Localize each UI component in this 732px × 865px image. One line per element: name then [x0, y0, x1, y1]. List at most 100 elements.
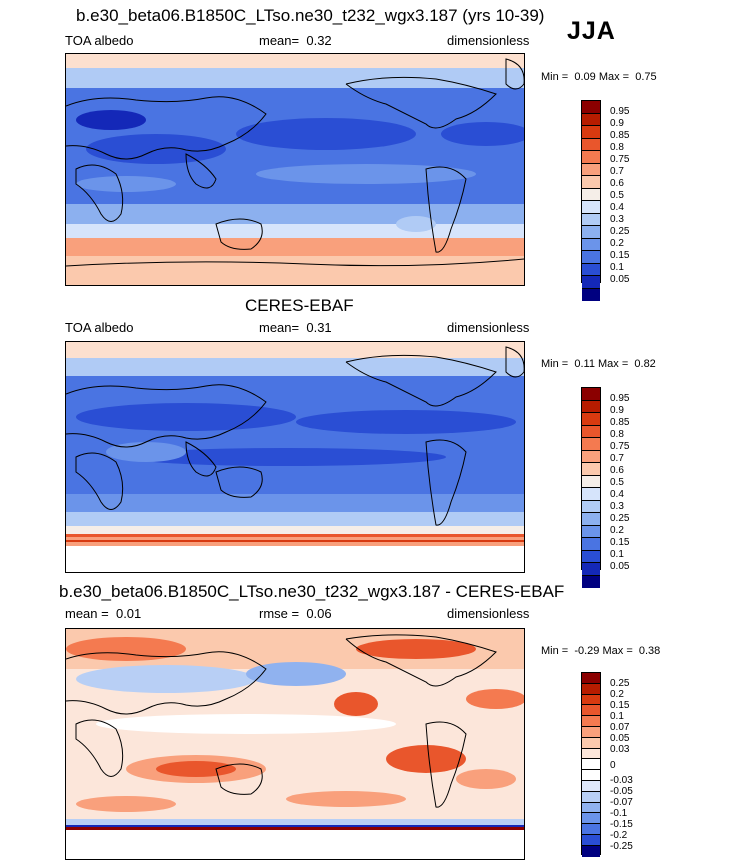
panel3-colorbar-swatch [582, 748, 600, 760]
panel3-colorbar-swatch [582, 726, 600, 738]
panel3-colorbar-tick: -0.07 [610, 797, 633, 808]
panel2-colorbar-tick: 0.15 [610, 537, 630, 548]
panel1-colorbar-swatch [582, 288, 600, 301]
panel1-colorbar-tick: 0.8 [610, 142, 624, 153]
panel2-colorbar-tick: 0.1 [610, 549, 624, 560]
panel1-map [65, 53, 525, 286]
panel3-units: dimensionless [447, 606, 530, 621]
panel3-colorbar-tick: 0.15 [610, 700, 630, 711]
panel3-min-value: -0.29 [574, 645, 600, 657]
panel3-colorbar [581, 672, 601, 857]
panel1-colorbar-swatch [582, 276, 600, 289]
panel1-colorbar-tick: 0.2 [610, 238, 624, 249]
panel1-colorbar-tick: 0.5 [610, 190, 624, 201]
panel1-colorbar [581, 100, 601, 301]
panel1-colorbar-tick: 0.95 [610, 106, 630, 117]
panel1-colorbar-tick: 0.4 [610, 202, 624, 213]
panel2-min-value: 0.11 [574, 358, 595, 370]
season-label: JJA [567, 17, 616, 45]
panel1-colorbar-swatch [582, 238, 600, 251]
panel2-min-label: Min = [541, 358, 569, 370]
panel2-colorbar-tick: 0.6 [610, 465, 624, 476]
panel3-colorbar-swatch [582, 737, 600, 749]
panel3-colorbar-swatch [582, 705, 600, 717]
panel1-colorbar-swatch [582, 113, 600, 126]
panel3-colorbar-swatch [582, 759, 600, 771]
panel3-colorbar-tick: -0.1 [610, 808, 628, 819]
panel3-max-label: Max = [602, 645, 633, 657]
panel2-colorbar-tick: 0.85 [610, 417, 630, 428]
panel2-colorbar-swatch [582, 463, 600, 476]
panel3-colorbar-tick: -0.2 [610, 830, 628, 841]
panel1-mean-value: 0.32 [306, 33, 332, 48]
panel2-colorbar-swatch [582, 438, 600, 451]
panel3-colorbar-swatch [582, 780, 600, 792]
panel3-colorbar-swatch [582, 845, 600, 857]
panel1-colorbar-swatch [582, 213, 600, 226]
panel1-colorbar-swatch [582, 138, 600, 151]
panel2-map [65, 341, 525, 573]
panel3-title: b.e30_beta06.B1850C_LTso.ne30_t232_wgx3.… [59, 582, 565, 601]
panel3-colorbar-swatch [582, 673, 600, 684]
panel1-colorbar-swatch [582, 126, 600, 139]
panel3-mean: mean = 0.01 [65, 606, 141, 621]
panel2-colorbar [581, 387, 601, 588]
panel2-max-label: Max = [598, 358, 629, 370]
panel2-colorbar-tick: 0.2 [610, 525, 624, 536]
panel2-mean-label: mean= [259, 320, 300, 335]
panel2-variable-label: TOA albedo [65, 320, 134, 335]
panel3-colorbar-tick: 0 [610, 760, 616, 771]
panel1-title: b.e30_beta06.B1850C_LTso.ne30_t232_wgx3.… [76, 6, 545, 25]
panel1-colorbar-swatch [582, 201, 600, 214]
panel1-colorbar-tick: 0.1 [610, 262, 624, 273]
panel3-colorbar-tick: -0.15 [610, 819, 633, 830]
panel2-colorbar-swatch [582, 388, 600, 401]
panel1-colorbar-tick: 0.9 [610, 118, 624, 129]
panel1-minmax: Min = 0.09 Max = 0.75 [541, 71, 657, 83]
panel2-colorbar-swatch [582, 538, 600, 551]
panel1-colorbar-swatch [582, 101, 600, 114]
panel3-max-value: 0.38 [638, 645, 661, 657]
panel1-colorbar-swatch [582, 163, 600, 176]
panel3-colorbar-swatch [582, 834, 600, 846]
panel2-colorbar-swatch [582, 550, 600, 563]
panel1-mean: mean= 0.32 [259, 33, 332, 48]
panel1-colorbar-swatch [582, 226, 600, 239]
panel2-colorbar-tick: 0.05 [610, 561, 630, 572]
panel3-colorbar-swatch [582, 791, 600, 803]
panel3-rmse: rmse = 0.06 [259, 606, 332, 621]
panel3-colorbar-tick: 0.25 [610, 678, 630, 689]
panel3-colorbar-tick: -0.25 [610, 841, 633, 852]
panel1-colorbar-swatch [582, 176, 600, 189]
panel3-colorbar-tick: 0.2 [610, 689, 624, 700]
panel1-units: dimensionless [447, 33, 530, 48]
panel2-colorbar-swatch [582, 500, 600, 513]
panel2-colorbar-swatch [582, 475, 600, 488]
panel1-colorbar-swatch [582, 251, 600, 264]
panel1-max-label: Max = [598, 71, 630, 83]
panel2-colorbar-tick: 0.25 [610, 513, 630, 524]
panel1-max-value: 0.75 [635, 71, 657, 83]
panel2-colorbar-tick: 0.5 [610, 477, 624, 488]
panel1-colorbar-tick: 0.05 [610, 274, 630, 285]
panel2-colorbar-swatch [582, 575, 600, 588]
panel3-colorbar-swatch [582, 716, 600, 727]
panel1-mean-label: mean= [259, 33, 300, 48]
panel3-colorbar-swatch [582, 824, 600, 835]
panel2-colorbar-swatch [582, 450, 600, 463]
panel1-min-value: 0.09 [574, 71, 596, 83]
panel2-title: CERES-EBAF [245, 296, 354, 315]
panel3-rmse-value: 0.06 [306, 606, 332, 621]
panel2-colorbar-tick: 0.9 [610, 405, 624, 416]
panel1-colorbar-swatch [582, 151, 600, 164]
panel2-minmax: Min = 0.11 Max = 0.82 [541, 358, 656, 370]
panel3-colorbar-swatch [582, 802, 600, 814]
panel2-colorbar-swatch [582, 525, 600, 538]
panel2-colorbar-tick: 0.8 [610, 429, 624, 440]
panel3-colorbar-swatch [582, 694, 600, 706]
panel3-colorbar-tick: 0.05 [610, 733, 630, 744]
panel1-colorbar-tick: 0.3 [610, 214, 624, 225]
panel3-minmax: Min = -0.29 Max = 0.38 [541, 645, 660, 657]
panel1-colorbar-tick: 0.15 [610, 250, 630, 261]
panel2-units: dimensionless [447, 320, 530, 335]
